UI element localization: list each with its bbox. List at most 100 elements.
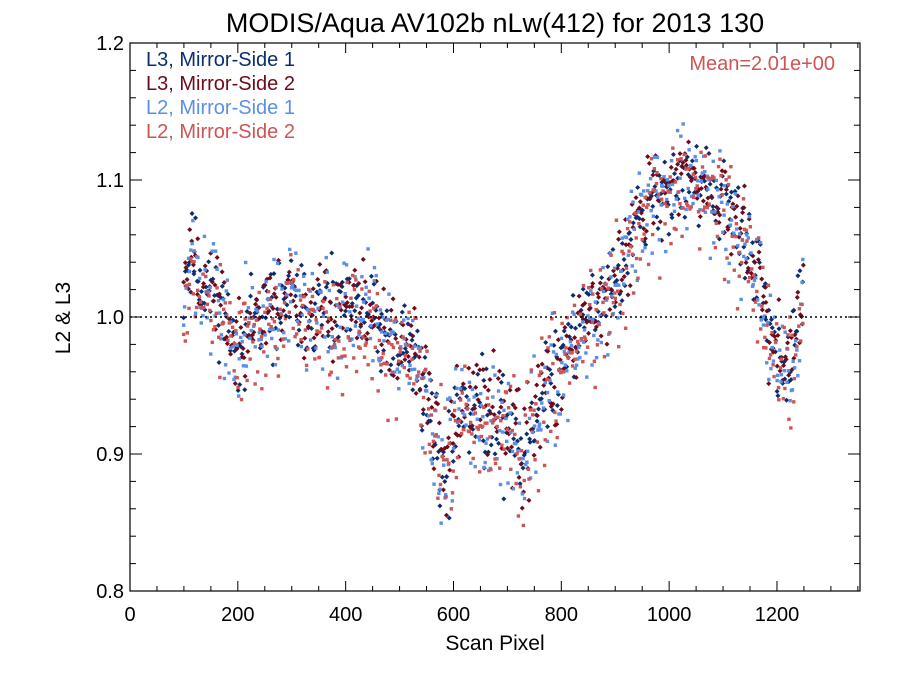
data-point: [491, 347, 497, 353]
data-point: [268, 327, 272, 332]
data-point: [350, 273, 355, 278]
data-point: [528, 408, 533, 412]
data-point: [475, 397, 481, 403]
data-point: [529, 368, 534, 372]
data-point: [640, 193, 644, 197]
data-point: [601, 265, 605, 270]
data-point: [518, 461, 524, 467]
data-point: [254, 297, 260, 303]
data-point: [195, 288, 200, 293]
data-point: [251, 340, 255, 344]
data-point: [721, 230, 725, 234]
data-point: [624, 235, 629, 240]
data-point: [479, 351, 485, 357]
data-point: [675, 128, 680, 133]
data-point: [262, 350, 266, 354]
data-point: [760, 293, 766, 299]
data-point: [695, 179, 700, 183]
data-point: [247, 320, 251, 325]
data-point: [288, 300, 293, 304]
data-point: [720, 193, 724, 197]
data-point: [426, 396, 432, 402]
data-point: [673, 180, 678, 184]
data-point: [455, 420, 460, 425]
data-point: [579, 336, 584, 341]
data-point: [273, 294, 279, 300]
data-point: [760, 315, 765, 319]
data-point: [244, 364, 248, 368]
data-point: [208, 308, 212, 313]
data-point: [385, 362, 389, 366]
data-point: [787, 417, 791, 421]
data-point: [239, 351, 245, 357]
data-point: [509, 467, 513, 472]
data-point: [509, 430, 513, 435]
data-point: [490, 404, 496, 410]
data-point: [394, 417, 399, 421]
data-point: [298, 262, 304, 268]
data-point: [771, 359, 776, 363]
data-point: [271, 327, 275, 332]
data-point: [776, 297, 782, 303]
data-point: [713, 210, 717, 214]
data-point: [684, 167, 688, 171]
data-point: [352, 356, 356, 360]
data-point: [519, 448, 524, 453]
data-point: [743, 242, 747, 246]
data-point: [364, 292, 368, 296]
data-point: [274, 285, 278, 290]
data-point: [552, 310, 557, 315]
data-point: [408, 376, 412, 380]
data-point: [722, 213, 726, 217]
data-point: [243, 333, 247, 337]
data-point: [502, 447, 506, 451]
data-point: [669, 241, 673, 246]
y-tick-label: 0.9: [96, 444, 124, 466]
data-point: [588, 303, 592, 307]
data-point: [633, 211, 637, 216]
data-point: [466, 450, 472, 456]
data-point: [270, 336, 274, 341]
data-point: [648, 191, 652, 195]
data-point: [309, 307, 313, 312]
data-point: [712, 241, 716, 245]
data-point: [418, 349, 422, 353]
data-point: [234, 329, 238, 333]
data-point: [197, 267, 203, 273]
data-point: [254, 318, 259, 322]
data-point: [523, 413, 527, 417]
data-point: [218, 262, 223, 267]
data-point: [569, 344, 574, 348]
data-point: [219, 337, 223, 341]
data-point: [790, 388, 795, 392]
data-point: [290, 283, 295, 288]
data-point: [366, 363, 370, 367]
data-point: [483, 366, 489, 372]
data-point: [526, 449, 530, 454]
data-point: [338, 289, 344, 295]
data-point: [406, 316, 410, 321]
data-point: [364, 341, 368, 345]
data-point: [573, 366, 577, 370]
data-point: [195, 236, 201, 242]
data-point: [429, 413, 434, 417]
data-point: [717, 212, 723, 218]
data-point: [715, 188, 720, 192]
data-point: [524, 419, 530, 425]
data-point: [591, 292, 595, 296]
data-point: [722, 208, 726, 212]
data-point: [741, 183, 747, 189]
data-point: [785, 340, 791, 346]
data-point: [361, 317, 365, 322]
data-point: [367, 302, 373, 308]
data-point: [537, 422, 542, 426]
data-point: [310, 271, 315, 276]
data-point: [183, 339, 188, 343]
data-point: [402, 345, 408, 351]
data-point: [654, 214, 660, 220]
data-point: [583, 337, 588, 341]
data-point: [307, 311, 311, 315]
data-point: [267, 322, 271, 326]
data-point: [672, 226, 677, 231]
data-point: [504, 416, 508, 421]
